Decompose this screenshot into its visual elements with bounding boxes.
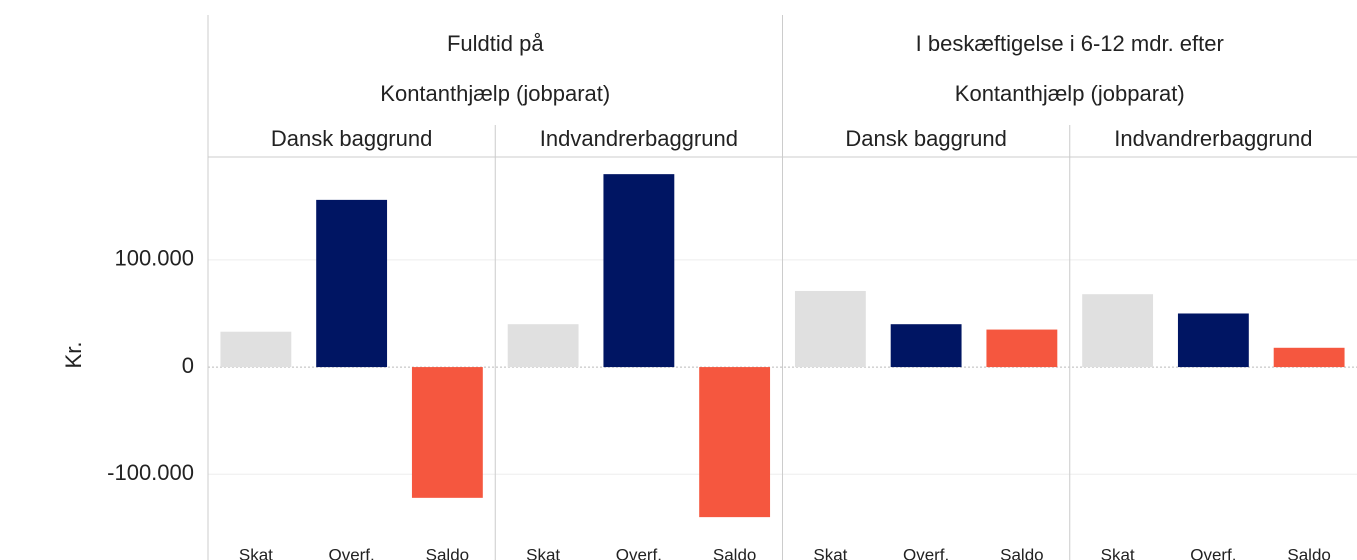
x-tick-label: Overf. <box>616 545 662 560</box>
bar <box>1273 347 1345 368</box>
x-tick-label: Overf. <box>328 545 374 560</box>
x-tick-label: Saldo <box>426 545 469 560</box>
x-tick-label: Skat <box>813 545 847 560</box>
x-tick-label: Saldo <box>713 545 756 560</box>
group-title: Fuldtid på <box>447 31 544 56</box>
panel-title: Indvandrerbaggrund <box>540 126 738 151</box>
x-tick-label: Skat <box>526 545 560 560</box>
bar <box>699 367 771 518</box>
y-tick-label: 100.000 <box>114 246 194 271</box>
group-subtitle: Kontanthjælp (jobparat) <box>380 81 610 106</box>
bar <box>603 174 675 368</box>
y-tick-label: -100.000 <box>107 460 194 485</box>
bar <box>986 329 1058 368</box>
bar <box>507 324 579 368</box>
x-tick-label: Overf. <box>1190 545 1236 560</box>
y-tick-label: 0 <box>182 353 194 378</box>
bar <box>1177 313 1249 368</box>
x-tick-label: Saldo <box>1287 545 1330 560</box>
panel-title: Dansk baggrund <box>845 126 1006 151</box>
bar <box>794 290 866 368</box>
x-tick-label: Skat <box>239 545 273 560</box>
x-tick-label: Skat <box>1101 545 1135 560</box>
bar <box>1082 294 1154 368</box>
bar <box>411 367 483 498</box>
panel-title: Dansk baggrund <box>271 126 432 151</box>
bar <box>316 199 388 368</box>
group-title: I beskæftigelse i 6-12 mdr. efter <box>916 31 1224 56</box>
group-subtitle: Kontanthjælp (jobparat) <box>955 81 1185 106</box>
panel-title: Indvandrerbaggrund <box>1114 126 1312 151</box>
x-tick-label: Overf. <box>903 545 949 560</box>
y-axis-label: Kr. <box>61 342 86 369</box>
x-tick-label: Saldo <box>1000 545 1043 560</box>
bar <box>220 331 292 368</box>
bar <box>890 324 962 368</box>
